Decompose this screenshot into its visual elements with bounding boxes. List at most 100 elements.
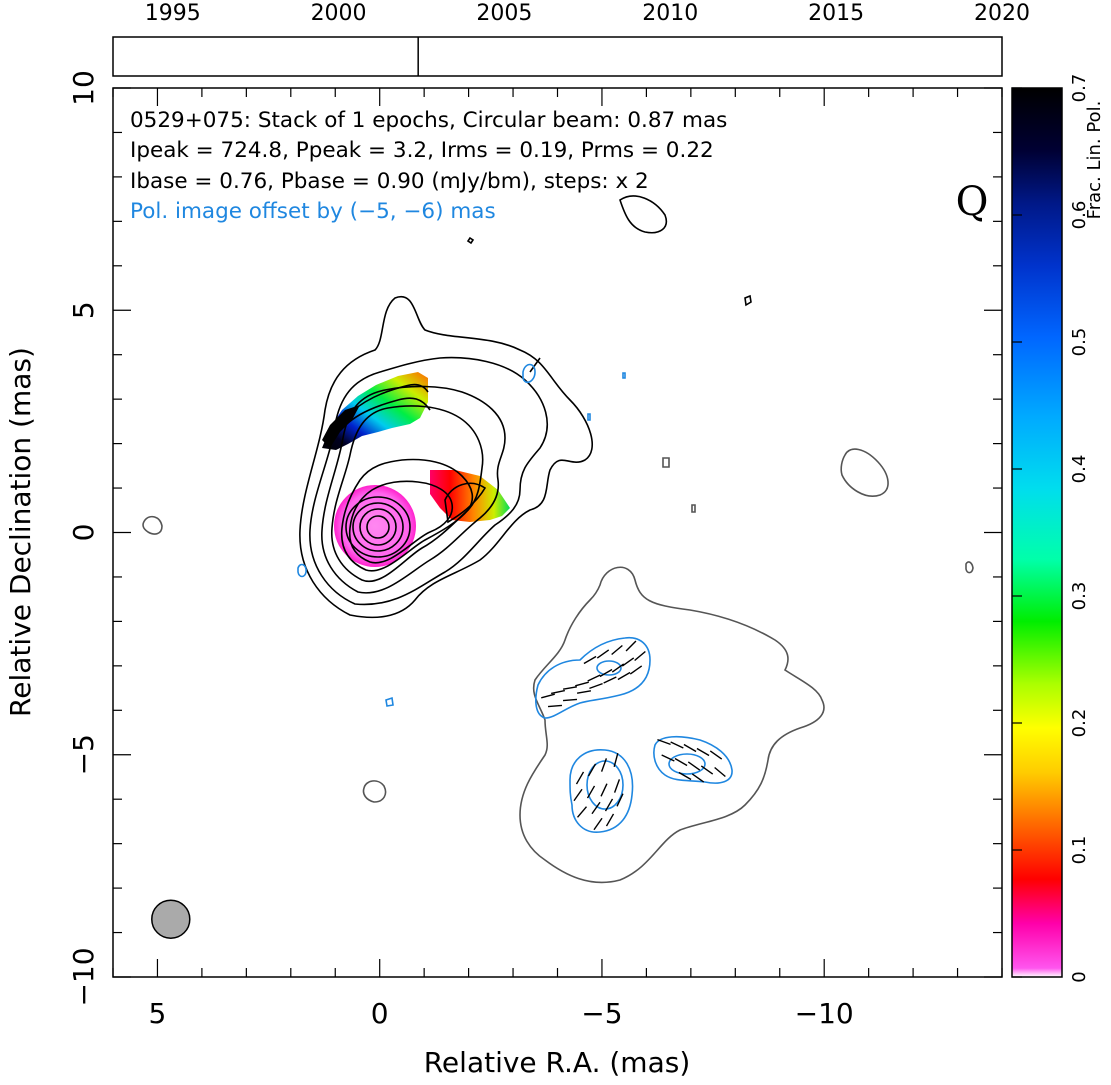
annotation-line-3: Ibase = 0.76, Pbase = 0.90 (mJy/bm), ste…: [130, 169, 649, 194]
evpa-tick: [687, 761, 701, 771]
evpa-tick: [616, 793, 624, 807]
colorbar-tick-label: 0.7: [1069, 74, 1090, 103]
x-axis-title: Relative R.A. (mas): [424, 1046, 691, 1079]
base-contour-e3: [965, 561, 974, 574]
y-tick-label: −5: [67, 734, 100, 775]
contour-small-e: [744, 294, 752, 307]
contour-10: [366, 515, 390, 539]
evpa-tick: [683, 743, 697, 753]
evpa-vectors: [541, 640, 726, 831]
y-tick-label: −10: [67, 947, 100, 1006]
pol-contour-north-inner: [596, 660, 622, 676]
evpa-tick: [709, 750, 723, 760]
evpa-tick: [691, 773, 705, 783]
polarization-contours: [297, 363, 733, 833]
y-tick-label: 0: [67, 524, 100, 542]
evpa-tick: [576, 806, 588, 818]
base-contour-south: [519, 566, 825, 884]
evpa-tick: [634, 650, 646, 662]
y-tick-label: 10: [67, 70, 100, 106]
x-tick-label: −10: [795, 997, 854, 1030]
pol-contour-southeast-inner: [668, 753, 706, 775]
colorbar-tick-label: 0.6: [1069, 201, 1090, 230]
contour-jet-ridge-2: [331, 397, 431, 441]
evpa-tick: [700, 765, 714, 775]
annotation-line-2: Ipeak = 724.8, Ppeak = 3.2, Irms = 0.19,…: [130, 138, 714, 163]
contour-2: [309, 356, 548, 606]
evpa-tick: [611, 644, 623, 656]
evpa-tick: [576, 690, 592, 694]
evpa-tick: [589, 682, 603, 690]
evpa-tick: [621, 657, 635, 667]
evpa-tick: [562, 698, 578, 702]
evpa-tick: [599, 668, 613, 678]
evpa-tick: [547, 704, 563, 708]
pol-contour-knot-4: [587, 413, 591, 421]
evpa-tick: [657, 738, 671, 746]
y-axis-title: Relative Declination (mas): [4, 347, 37, 717]
contour-outer: [299, 295, 594, 619]
contour-7: [345, 496, 411, 558]
colorbar: 0 0.1 0.2 0.3 0.4 0.5 0.6 0.7 Frac. Lin. Pol.: [1011, 74, 1105, 983]
contour-3: [321, 385, 506, 594]
evpa-tick: [611, 663, 625, 673]
base-contour-east: [840, 448, 889, 497]
evpa-tick: [593, 817, 603, 831]
colorbar-tick-label: 0.3: [1069, 582, 1090, 611]
colorbar-title: Frac. Lin. Pol.: [1084, 101, 1105, 220]
evpa-tick: [674, 757, 688, 767]
contour-6: [348, 480, 454, 564]
colorbar-tick-label: 0.4: [1069, 455, 1090, 484]
contour-small-top: [466, 236, 475, 245]
evpa-tick: [613, 779, 621, 793]
evpa-tick: [678, 771, 692, 781]
evpa-tick: [625, 640, 637, 652]
evpa-tick: [603, 676, 617, 684]
pol-contour-knot-2: [297, 563, 307, 578]
axis-ticks: [112, 87, 1003, 978]
evpa-tick: [541, 693, 555, 699]
colorbar-tick-label: 0: [1069, 971, 1090, 982]
timeline-year-label: 2010: [642, 1, 698, 26]
base-contour-e2: [691, 504, 696, 513]
quality-label: Q: [956, 179, 989, 225]
evpa-tick: [604, 798, 614, 812]
pol-jet-arc: [322, 372, 428, 450]
evpa-tick: [600, 783, 608, 797]
timeline-year-label: 2020: [974, 1, 1030, 26]
evpa-tick: [587, 763, 597, 777]
colorbar-tick-label: 0.5: [1069, 328, 1090, 357]
pol-contour-knot-3: [385, 696, 394, 707]
evpa-tick: [661, 754, 675, 762]
evpa-tick: [587, 674, 601, 682]
evpa-tick: [573, 788, 583, 802]
timeline-year-label: 1995: [145, 1, 201, 26]
x-tick-label: −5: [581, 997, 622, 1030]
evpa-tick: [617, 671, 631, 681]
pol-contour-knot-5: [622, 372, 626, 379]
plot-annotations: 0529+075: Stack of 1 epochs, Circular be…: [130, 108, 988, 225]
annotation-line-1: 0529+075: Stack of 1 epochs, Circular be…: [130, 108, 727, 133]
evpa-tick: [575, 771, 585, 785]
contour-component: [444, 482, 487, 524]
timeline-year-labels: 1995 2000 2005 2010 2015 2020: [145, 1, 1030, 26]
evpa-tick: [551, 689, 565, 695]
evpa-tick: [613, 753, 619, 767]
beam-ellipse: [151, 899, 191, 939]
base-contour-west: [142, 515, 163, 535]
plot-area: 5 0 −5 −10 −10 −5 0 5 10 0529+075: Stack of 1 ep…: [67, 70, 1003, 1030]
axis-tick-labels: 5 0 −5 −10 −10 −5 0 5 10: [67, 70, 854, 1030]
contour-9: [359, 508, 397, 546]
contour-jet-ridge: [324, 383, 429, 446]
evpa-tick: [714, 766, 726, 778]
y-tick-label: 5: [67, 301, 100, 319]
evpa-tick: [596, 649, 610, 659]
timeline-year-label: 2000: [311, 1, 367, 26]
evpa-tick: [583, 655, 597, 665]
evpa-tick: [586, 785, 596, 799]
pol-contour-north: [535, 636, 651, 719]
contour-jet-tick: [529, 357, 541, 373]
evpa-tick: [575, 681, 589, 687]
evpa-tick: [591, 801, 601, 815]
